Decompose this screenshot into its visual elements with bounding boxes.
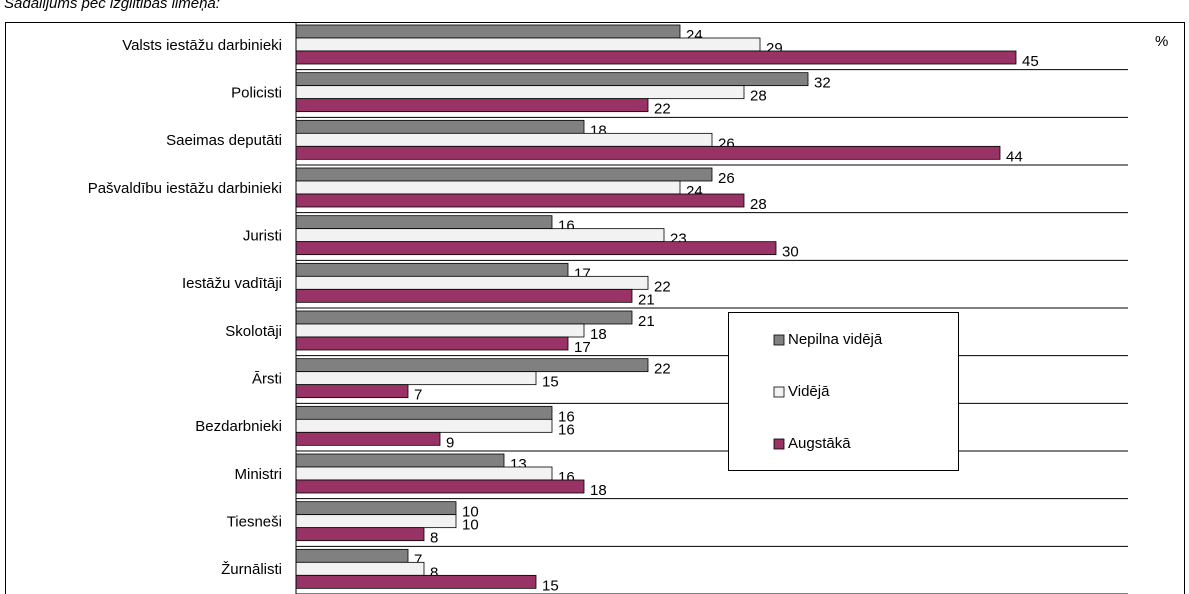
value-label: 22 (654, 278, 671, 295)
value-label: 8 (430, 564, 438, 581)
value-label: 26 (718, 170, 735, 187)
bar (295, 561, 425, 576)
category-label: Tiesneši (227, 513, 282, 530)
unit-label: % (1155, 33, 1168, 50)
category-label: Policisti (231, 84, 282, 101)
bar (295, 193, 745, 208)
bar (295, 228, 665, 243)
legend-swatch (773, 386, 785, 398)
bar (295, 574, 537, 589)
value-label: 30 (782, 244, 799, 261)
legend-label: Nepilna vidējā (788, 331, 883, 348)
bar (295, 275, 649, 290)
category-label: Ārsti (252, 370, 282, 387)
category-label: Ministri (235, 466, 283, 483)
category-label: Valsts iestāžu darbinieki (122, 37, 282, 54)
chart-frame (5, 22, 1185, 594)
bar (295, 323, 585, 338)
bar (295, 453, 505, 468)
legend-swatch (773, 334, 785, 346)
legend-box (728, 312, 959, 471)
bar (295, 466, 553, 481)
value-label: 44 (1006, 148, 1023, 165)
value-label: 16 (558, 408, 575, 425)
bar (295, 50, 1017, 65)
bar (295, 132, 713, 147)
legend-swatch (773, 438, 785, 450)
bar (295, 479, 585, 494)
value-label: 8 (430, 530, 438, 547)
bar (295, 180, 681, 195)
value-label: 18 (590, 326, 607, 343)
value-label: 32 (814, 75, 831, 92)
category-label: Bezdarbnieki (195, 418, 282, 435)
value-label: 22 (654, 361, 671, 378)
bar (295, 119, 585, 134)
bar (295, 288, 633, 303)
bar (295, 405, 553, 420)
value-label: 21 (638, 313, 655, 330)
legend-label: Augstākā (788, 435, 851, 452)
bar (295, 336, 569, 351)
category-label: Žurnālisti (221, 561, 282, 578)
bar (295, 167, 713, 182)
value-label: 28 (750, 88, 767, 105)
bar (295, 431, 441, 446)
bar (295, 418, 553, 433)
value-label: 15 (542, 374, 559, 391)
value-label: 18 (590, 482, 607, 499)
value-label: 15 (542, 577, 559, 594)
value-label: 16 (558, 421, 575, 438)
bar (295, 37, 761, 52)
value-label: 17 (574, 339, 591, 356)
bar (295, 98, 649, 113)
bar (295, 72, 809, 87)
legend-label: Vidējā (788, 383, 830, 400)
bar (295, 215, 553, 230)
bar (295, 241, 777, 256)
bar (295, 24, 681, 39)
value-label: 28 (750, 196, 767, 213)
bar (295, 514, 457, 529)
value-label: 10 (462, 504, 479, 521)
chart-subtitle: Sadalījums pēc izglītības līmeņa: (4, 0, 220, 12)
bar (295, 262, 569, 277)
bar (295, 310, 633, 325)
value-label: 7 (414, 551, 422, 568)
bar (295, 527, 425, 542)
bar (295, 501, 457, 516)
value-label: 22 (654, 101, 671, 118)
bar (295, 358, 649, 373)
category-label: Iestāžu vadītāji (182, 275, 282, 292)
value-label: 7 (414, 387, 422, 404)
bar (295, 145, 1001, 160)
value-label: 10 (462, 517, 479, 534)
category-label: Saeimas deputāti (166, 132, 282, 149)
bar (295, 548, 409, 563)
value-label: 21 (638, 291, 655, 308)
bar (295, 384, 409, 399)
category-label: Pašvaldību iestāžu darbinieki (88, 180, 282, 197)
bar (295, 85, 745, 100)
bar (295, 371, 537, 386)
category-label: Skolotāji (225, 323, 282, 340)
value-label: 45 (1022, 53, 1039, 70)
category-label: Juristi (243, 227, 282, 244)
value-label: 9 (446, 434, 454, 451)
